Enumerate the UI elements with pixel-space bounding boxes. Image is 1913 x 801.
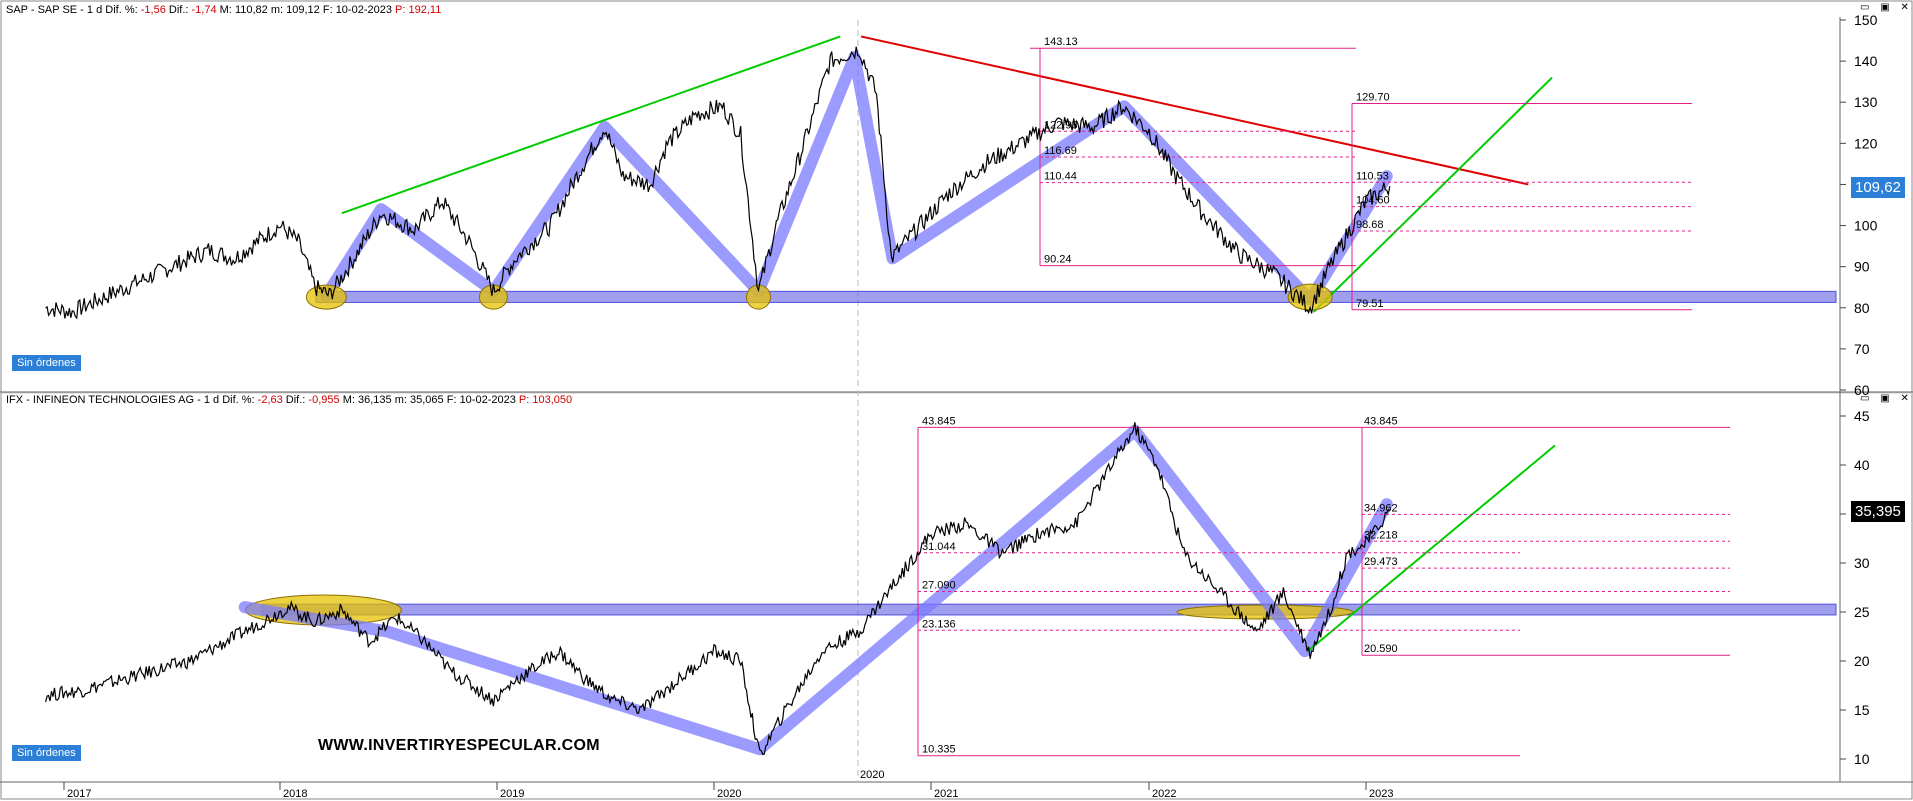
ifx-uptrend-green [1307, 444, 1556, 652]
ifx-max-label: M: [342, 394, 355, 406]
x-tick-label-2018: 2018 [283, 788, 307, 800]
ifx-difpct-value: -2,63 [257, 394, 283, 406]
sap-bottom-ellipse-3 [745, 284, 771, 310]
y-tick-label-0-120: 120 [1854, 135, 1878, 151]
y-tick-label-0-100: 100 [1854, 218, 1878, 234]
y-tick-label-1-25: 25 [1854, 604, 1870, 620]
x-tick-label-2021: 2021 [934, 788, 958, 800]
x-tick-label-2023: 2023 [1369, 788, 1393, 800]
sap-level-122-label: 122.93 [1044, 119, 1078, 131]
sap-level-98-label: 98.68 [1356, 219, 1384, 231]
ifx-level-27-label: 27.090 [922, 580, 956, 592]
sap-support-band [315, 290, 1837, 303]
y-tick-label-0-70: 70 [1854, 341, 1870, 357]
sap-p-value: 192,11 [408, 4, 442, 16]
y-tick-label-0-80: 80 [1854, 300, 1870, 316]
x-tick-label-2020-inner: 2020 [860, 769, 884, 781]
ifx-level-10-label: 10.335 [922, 744, 956, 756]
sap-orders-badge[interactable]: Sin órdenes [12, 355, 81, 371]
ifx-difpct-label: Dif. %: [222, 394, 255, 406]
ifx-level-43b-label: 43.845 [1364, 415, 1398, 427]
sap-difpct-label: Dif. %: [105, 4, 138, 16]
y-tick-label-1-40: 40 [1854, 457, 1870, 473]
sap-level-110b-label: 110.53 [1356, 170, 1389, 182]
ifx-dif-value: -0,955 [308, 394, 340, 406]
ifx-min-value: 35,065 [410, 394, 444, 406]
ifx-window-buttons[interactable]: ▭ ▣ ✕ [1860, 393, 1913, 404]
ifx-date-label: F: [446, 394, 457, 406]
sap-bottom-ellipse-4 [1287, 283, 1333, 311]
ifx-last-price: 35,395 [1851, 501, 1905, 522]
y-tick-label-0-130: 130 [1854, 94, 1878, 110]
ifx-level-34-label: 34.962 [1364, 502, 1398, 514]
sap-max-value: 110,82 [234, 4, 268, 16]
sap-dif-label: Dif.: [168, 4, 189, 16]
ifx-level-43a-label: 43.845 [922, 415, 956, 427]
sap-p-label: P: [395, 4, 406, 16]
y-tick-label-0-60: 60 [1854, 382, 1870, 398]
sap-bottom-ellipse-2 [478, 284, 508, 310]
sap-level-90-label: 90.24 [1044, 254, 1072, 266]
sap-date-label: F: [322, 4, 333, 16]
price-series-1 [45, 422, 1390, 756]
ifx-zigzag [238, 424, 1393, 756]
y-tick-label-1-30: 30 [1854, 555, 1870, 571]
y-tick-label-0-140: 140 [1854, 53, 1878, 69]
sap-level-79-label: 79.51 [1356, 298, 1384, 310]
ifx-level-29-label: 29.473 [1364, 556, 1398, 568]
sap-downtrend-red [860, 35, 1529, 186]
sap-max-label: M: [219, 4, 232, 16]
ifx-min-label: m: [394, 394, 407, 406]
ifx-level-31-label: 31.044 [922, 541, 956, 553]
x-tick-label-2017: 2017 [67, 788, 91, 800]
sap-last-price: 109,62 [1851, 177, 1905, 198]
y-tick-label-1-20: 20 [1854, 653, 1870, 669]
y-tick-label-0-150: 150 [1854, 12, 1878, 28]
ifx-header: IFX - INFINEON TECHNOLOGIES AG - 1 d Dif… [6, 394, 572, 406]
sap-uptrend-green [1312, 76, 1553, 313]
sap-level-116-label: 116.69 [1044, 145, 1077, 157]
sap-difpct-value: -1,56 [140, 4, 166, 16]
y-tick-label-0-90: 90 [1854, 259, 1870, 275]
ifx-date-value: 10-02-2023 [459, 394, 516, 406]
ifx-support-band [261, 603, 1837, 616]
sap-level-110-label: 110.44 [1044, 171, 1077, 183]
sap-window-buttons[interactable]: ▭ ▣ ✕ [1860, 2, 1913, 13]
sap-symbol: SAP - SAP SE - 1 d [6, 4, 103, 16]
ifx-max-value: 36,135 [357, 394, 392, 406]
ifx-level-20-label: 20.590 [1364, 643, 1398, 655]
sap-min-value: 109,12 [286, 4, 320, 16]
sap-min-label: m: [270, 4, 284, 16]
ifx-p-label: P: [518, 394, 530, 406]
y-tick-label-1-15: 15 [1854, 702, 1870, 718]
ifx-level-23-label: 23.136 [922, 618, 956, 630]
y-tick-label-1-45: 45 [1854, 408, 1870, 424]
sap-resistance-green [341, 35, 841, 215]
sap-level-129-label: 129.70 [1356, 91, 1390, 103]
sap-zigzag [320, 51, 1393, 306]
ifx-dif-label: Dif.: [285, 394, 306, 406]
ifx-symbol: IFX - INFINEON TECHNOLOGIES AG - 1 d [6, 394, 220, 406]
sap-date-value: 10-02-2023 [335, 4, 392, 16]
ifx-orders-badge[interactable]: Sin órdenes [12, 745, 81, 761]
ifx-p-value: 103,050 [532, 394, 573, 406]
y-tick-label-1-10: 10 [1854, 751, 1870, 767]
sap-dif-value: -1,74 [191, 4, 217, 16]
watermark: WWW.INVERTIRYESPECULAR.COM [318, 737, 600, 754]
x-tick-label-2019: 2019 [500, 788, 524, 800]
x-tick-label-2022: 2022 [1152, 788, 1176, 800]
price-series-0 [45, 46, 1391, 320]
sap-bottom-ellipse-1 [305, 284, 347, 310]
sap-header: SAP - SAP SE - 1 d Dif. %: -1,56 Dif.: -… [6, 4, 441, 16]
sap-level-143-label: 143.13 [1044, 36, 1078, 48]
x-tick-label-2020: 2020 [717, 788, 741, 800]
